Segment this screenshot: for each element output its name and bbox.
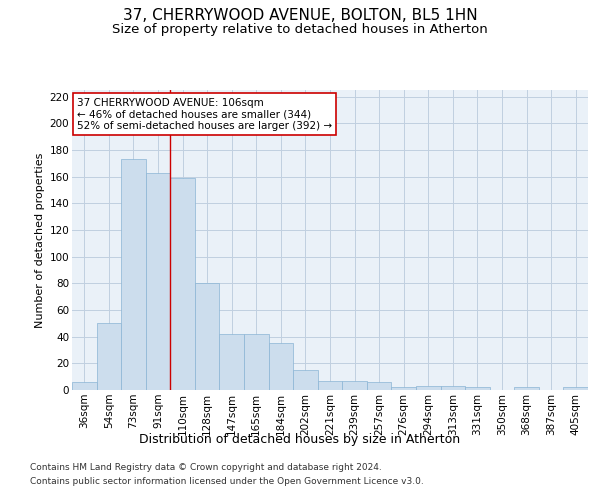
Bar xyxy=(342,380,367,390)
Bar xyxy=(563,388,588,390)
Text: 37, CHERRYWOOD AVENUE, BOLTON, BL5 1HN: 37, CHERRYWOOD AVENUE, BOLTON, BL5 1HN xyxy=(122,8,478,22)
Bar xyxy=(391,388,416,390)
Bar xyxy=(514,388,539,390)
Bar xyxy=(170,178,195,390)
Text: Contains HM Land Registry data © Crown copyright and database right 2024.: Contains HM Land Registry data © Crown c… xyxy=(30,462,382,471)
Text: 37 CHERRYWOOD AVENUE: 106sqm
← 46% of detached houses are smaller (344)
52% of s: 37 CHERRYWOOD AVENUE: 106sqm ← 46% of de… xyxy=(77,98,332,130)
Bar xyxy=(367,382,391,390)
Bar xyxy=(440,386,465,390)
Text: Size of property relative to detached houses in Atherton: Size of property relative to detached ho… xyxy=(112,22,488,36)
Text: Distribution of detached houses by size in Atherton: Distribution of detached houses by size … xyxy=(139,432,461,446)
Bar xyxy=(220,334,244,390)
Text: Contains public sector information licensed under the Open Government Licence v3: Contains public sector information licen… xyxy=(30,478,424,486)
Bar xyxy=(146,172,170,390)
Bar xyxy=(318,380,342,390)
Bar xyxy=(121,160,146,390)
Bar xyxy=(195,284,220,390)
Bar xyxy=(72,382,97,390)
Bar xyxy=(269,344,293,390)
Bar xyxy=(465,388,490,390)
Bar xyxy=(97,324,121,390)
Bar xyxy=(244,334,269,390)
Bar xyxy=(293,370,318,390)
Y-axis label: Number of detached properties: Number of detached properties xyxy=(35,152,46,328)
Bar xyxy=(416,386,440,390)
